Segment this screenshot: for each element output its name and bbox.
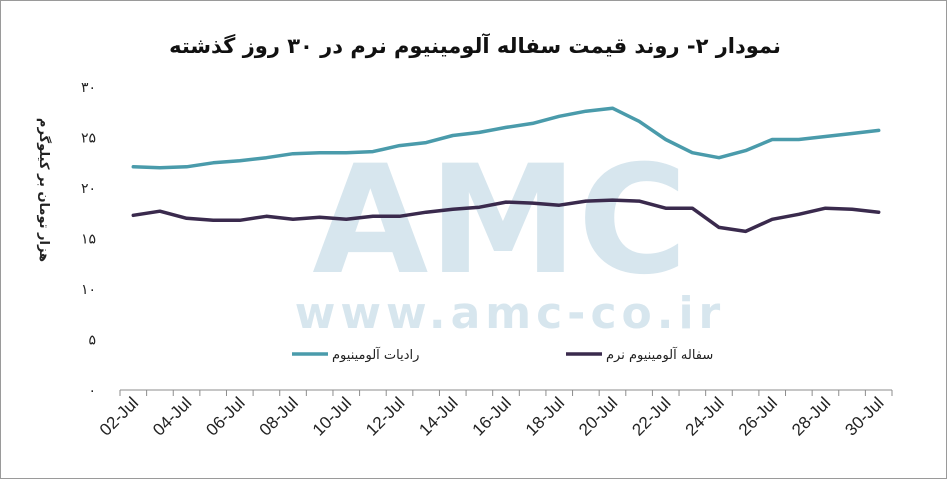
x-tick-label: 28-Jul (788, 393, 834, 439)
axes (119, 389, 893, 396)
legend-label-radiator: رادیات آلومینیوم (332, 346, 419, 363)
x-tick-label: 22-Jul (628, 393, 674, 439)
y-axis-label: هزار تومان بر کیلوگرم (36, 118, 52, 262)
x-tick-label: 12-Jul (362, 393, 408, 439)
watermark-url: www.amc-co.ir (295, 288, 726, 339)
x-tick-label: 04-Jul (149, 393, 195, 439)
legend-label-soft-scrap: سفاله آلومینیوم نرم (606, 346, 713, 363)
legend: رادیات آلومینیوم سفاله آلومینیوم نرم (292, 346, 713, 363)
x-tick-label: 10-Jul (309, 393, 355, 439)
legend-item-radiator: رادیات آلومینیوم (292, 346, 419, 363)
y-tick-label: ۱۵ (81, 232, 96, 248)
x-tick-label: 26-Jul (735, 393, 781, 439)
x-tick-label: 06-Jul (202, 393, 248, 439)
watermark-logo: AMC (312, 134, 687, 308)
x-tick-label: 02-Jul (96, 393, 142, 439)
y-tick-label: ۲۵ (81, 131, 96, 147)
x-tick-label: 08-Jul (256, 393, 302, 439)
x-tick-label: 20-Jul (575, 393, 621, 439)
x-tick-label: 30-Jul (841, 393, 887, 439)
series-lines (131, 106, 881, 234)
y-tick-label: ۱۰ (81, 282, 96, 298)
y-tick-label: ۲۰ (81, 181, 96, 197)
y-tick-label: ۰ (88, 383, 96, 399)
series-line-soft-scrap (131, 198, 881, 234)
y-tick-label: ۵ (88, 333, 96, 349)
series-line-radiator (131, 106, 881, 170)
chart-title: نمودار ۲- روند قیمت سفاله آلومینیوم نرم … (169, 33, 781, 58)
y-tick-labels: ۰ ۵ ۱۰ ۱۵ ۲۰ ۲۵ ۳۰ (81, 80, 96, 399)
x-tick-label: 24-Jul (682, 393, 728, 439)
x-tick-label: 18-Jul (522, 393, 568, 439)
x-tick-labels: 02-Jul 04-Jul 06-Jul 08-Jul 10-Jul 12-Jul 14-J… (96, 393, 888, 439)
watermark: AMC www.amc-co.ir (295, 134, 726, 339)
y-tick-label: ۳۰ (81, 80, 96, 96)
x-tick-label: 16-Jul (469, 393, 515, 439)
x-tick-label: 14-Jul (415, 393, 461, 439)
legend-item-soft-scrap: سفاله آلومینیوم نرم (566, 346, 713, 363)
